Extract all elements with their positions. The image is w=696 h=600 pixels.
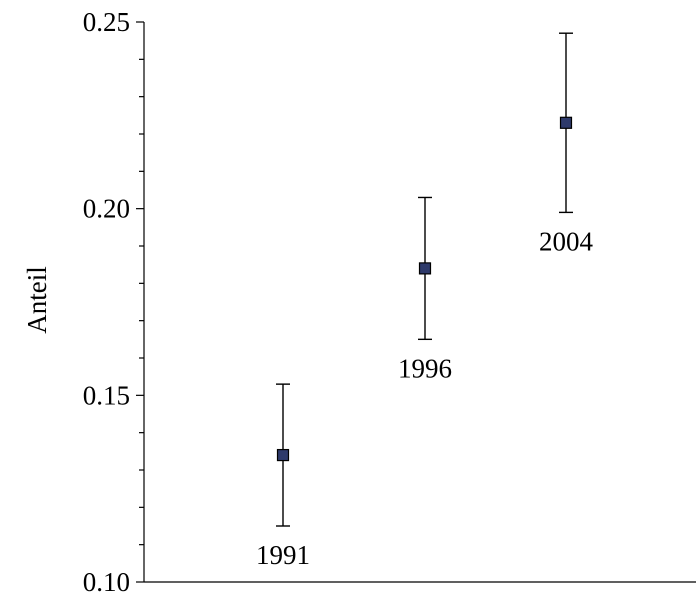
y-tick-label: 0.25 xyxy=(83,7,130,37)
data-point-marker xyxy=(559,116,573,129)
data-point-label: 1991 xyxy=(256,540,310,570)
data-point-label: 2004 xyxy=(539,226,594,256)
data-points: 1991 1996 2004 xyxy=(256,32,594,570)
data-point-marker xyxy=(418,262,432,275)
data-point-label: 1996 xyxy=(398,353,452,383)
data-point-group: 1991 xyxy=(256,383,310,570)
y-tick-label: 0.20 xyxy=(83,194,130,224)
y-axis-ticks: 0.10 0.15 0.20 0.25 xyxy=(83,7,144,597)
data-point-group: 1996 xyxy=(398,196,452,383)
y-tick-label: 0.15 xyxy=(83,380,130,410)
data-point-group: 2004 xyxy=(539,32,594,256)
y-tick-label: 0.10 xyxy=(83,567,130,595)
data-point-marker xyxy=(276,448,290,462)
y-axis-title: Anteil xyxy=(22,266,52,334)
